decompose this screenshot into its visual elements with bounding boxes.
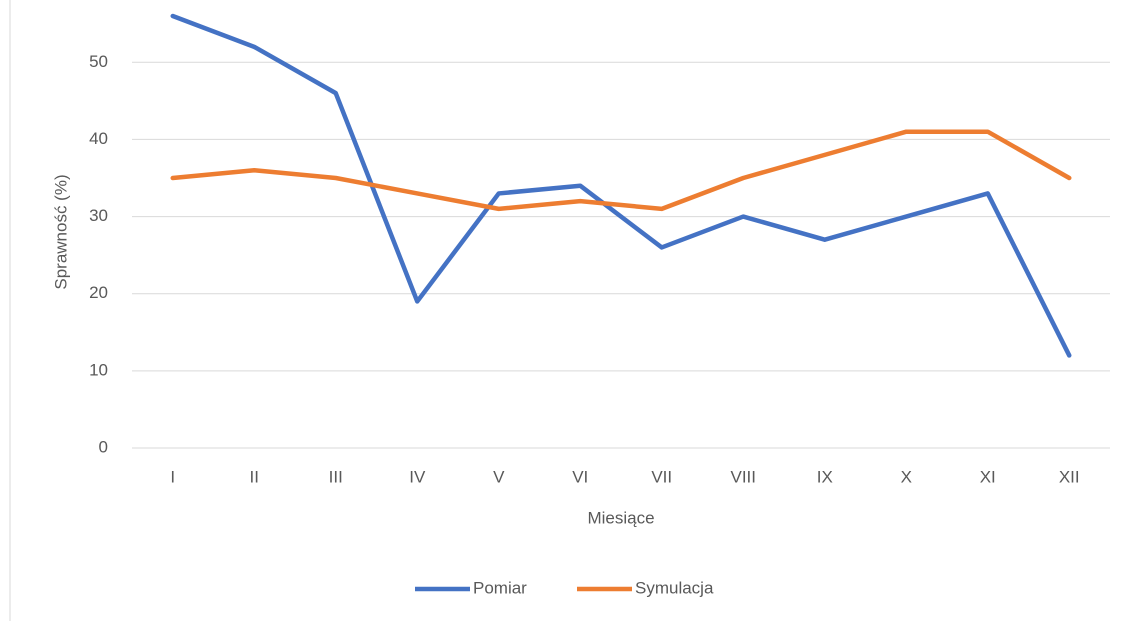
x-axis-title: Miesiące [587,508,654,527]
legend-label: Symulacja [635,578,714,597]
series-line [170,129,1072,212]
x-tick-label: III [329,467,343,486]
x-tick-label: V [493,467,505,486]
x-tick-label: IV [409,467,426,486]
y-tick-label: 30 [89,206,108,225]
legend-label: Pomiar [473,578,527,597]
x-tick-label: VIII [730,467,756,486]
x-tick-label: II [250,467,259,486]
x-tick-label: IX [817,467,833,486]
x-tick-label: XII [1059,467,1080,486]
y-tick-label: 40 [89,129,108,148]
y-axis-title: Sprawność (%) [51,174,70,289]
y-tick-label: 10 [89,360,108,379]
x-tick-label: VII [651,467,672,486]
y-tick-label: 50 [89,52,108,71]
y-tick-label: 20 [89,283,108,302]
y-tick-label: 0 [99,437,108,456]
x-tick-label: VI [572,467,588,486]
series-line [170,13,1072,358]
x-tick-label: I [170,467,175,486]
x-tick-label: XI [980,467,996,486]
x-tick-label: X [901,467,912,486]
